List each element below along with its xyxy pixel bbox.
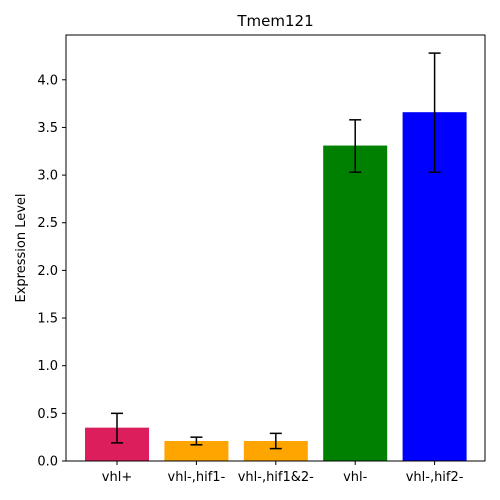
bars-layer — [85, 112, 467, 461]
bar-1 — [164, 440, 229, 461]
x-tick-label-2: vhl-,hif1&2- — [238, 470, 314, 485]
x-tick-label-1: vhl-,hif1- — [168, 470, 226, 485]
x-tick-label-4: vhl-,hif2- — [406, 470, 464, 485]
y-tick-label-8: 4.0 — [37, 73, 58, 88]
x-axis: vhl+ vhl-,hif1- vhl-,hif1&2- vhl-vhl-,hif2- — [102, 461, 464, 485]
y-axis-label: Expression Level — [14, 193, 29, 302]
x-tick-label-0: vhl+ — [102, 470, 132, 485]
y-tick-label-3: 1.5 — [37, 312, 58, 327]
y-tick-label-2: 1.0 — [37, 359, 58, 374]
y-tick-label-6: 3.0 — [37, 169, 58, 184]
y-tick-label-5: 2.5 — [37, 216, 58, 231]
error-bar-3 — [349, 119, 362, 173]
error-bar-0 — [111, 412, 123, 444]
error-bar-4 — [428, 52, 441, 173]
y-tick-label-7: 3.5 — [37, 121, 58, 136]
y-axis: 0.0 0.5 1.0 1.5 2.0 2.5 3.0 3.5 4.0 — [37, 73, 66, 470]
error-bar-2 — [269, 432, 282, 450]
chart-title: Tmem121 — [236, 12, 313, 30]
plot-area — [65, 34, 486, 462]
error-bars-layer — [111, 52, 441, 450]
bar-3 — [323, 145, 388, 461]
y-tick-label-4: 2.0 — [37, 264, 58, 279]
x-tick-label-3: vhl- — [343, 470, 368, 485]
error-bar-1 — [190, 436, 203, 446]
y-tick-label-0: 0.0 — [37, 455, 58, 470]
bar-2 — [243, 440, 308, 461]
y-tick-label-1: 0.5 — [37, 407, 58, 422]
